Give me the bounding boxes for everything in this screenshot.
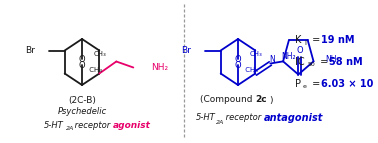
Text: 58 nM: 58 nM: [329, 57, 363, 67]
Text: Br: Br: [25, 46, 35, 55]
Text: CH₃: CH₃: [250, 51, 263, 57]
Text: 5-HT: 5-HT: [196, 114, 216, 123]
Text: ): ): [269, 96, 273, 105]
Text: CH₃: CH₃: [94, 51, 107, 57]
Text: 2A: 2A: [216, 120, 224, 125]
Text: (Compound: (Compound: [200, 96, 255, 105]
Text: Psychedelic: Psychedelic: [57, 108, 107, 117]
Text: O: O: [296, 46, 303, 55]
Text: antagonist: antagonist: [264, 113, 323, 123]
Text: i: i: [304, 40, 306, 46]
Text: O: O: [235, 60, 241, 69]
Text: agonist: agonist: [113, 122, 151, 131]
Text: receptor: receptor: [72, 122, 113, 131]
Text: NH₂: NH₂: [151, 63, 169, 72]
Text: P: P: [295, 79, 301, 89]
Text: CH₃: CH₃: [243, 67, 258, 73]
Text: (2C-B): (2C-B): [68, 96, 96, 105]
Text: =: =: [309, 79, 323, 89]
Text: e: e: [303, 85, 307, 90]
Text: 6.03 × 10: 6.03 × 10: [321, 79, 373, 89]
Text: O: O: [235, 54, 241, 63]
Text: K: K: [295, 35, 301, 45]
Text: 19 nM: 19 nM: [321, 35, 355, 45]
Text: IC: IC: [295, 57, 305, 67]
Text: 2c: 2c: [255, 96, 267, 105]
Text: NH: NH: [325, 55, 337, 64]
Text: 2A: 2A: [66, 127, 74, 132]
Text: receptor: receptor: [223, 114, 264, 123]
Text: N: N: [270, 55, 275, 64]
Text: 50: 50: [308, 62, 316, 67]
Text: −6: −6: [377, 76, 378, 81]
Text: =: =: [309, 35, 323, 45]
Text: O: O: [79, 54, 85, 63]
Text: 5-HT: 5-HT: [44, 122, 64, 131]
Text: Br: Br: [181, 46, 191, 55]
Text: CH₃: CH₃: [87, 67, 102, 73]
Text: O: O: [79, 60, 85, 69]
Text: NH₂: NH₂: [282, 52, 296, 61]
Text: =: =: [317, 57, 332, 67]
